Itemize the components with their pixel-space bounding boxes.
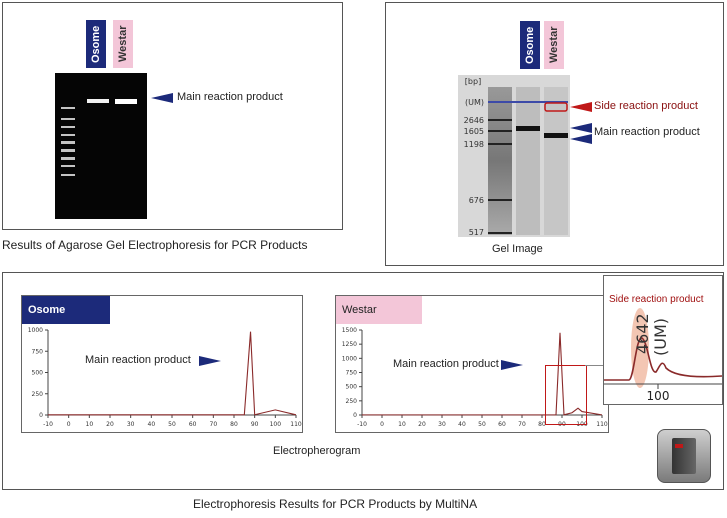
agarose-panel: Osome Westar Main reaction product <box>2 2 343 230</box>
osome-xtick-label-11: 100 <box>270 421 282 428</box>
agarose-gel-image <box>55 73 147 219</box>
westar-xtick-label-4: 30 <box>438 421 446 428</box>
osome-xtick-label-0: -10 <box>43 421 53 428</box>
lane-tag-westar: Westar <box>113 20 133 68</box>
westar-xtick-label-0: -10 <box>357 421 367 428</box>
westar-xtick-label-12: 110 <box>596 421 608 428</box>
osome-chart: Osome -10 0 10 20 30 40 50 60 70 80 90 100 110 0 250 50… <box>21 295 303 433</box>
electropherogram-panel: Osome -10 0 10 20 30 40 50 60 70 80 90 100 110 0 250 50… <box>2 272 724 490</box>
osome-xtick-label-10: 90 <box>251 421 259 428</box>
gel-side-label: Side reaction product <box>594 100 698 112</box>
gel-main-label: Main reaction product <box>594 126 700 138</box>
westar-series-line-0 <box>362 332 603 416</box>
westar-xtick-label-8: 70 <box>518 421 526 428</box>
gel-panel: Osome Westar [bp] (UM) 2646 1605 1198 67… <box>385 2 724 266</box>
osome-xtick-label-7: 60 <box>189 421 197 428</box>
westar-ytick-label-5: 1250 <box>342 341 357 348</box>
osome-xtick-label-4: 30 <box>127 421 135 428</box>
westar-plot: -10 0 10 20 30 40 50 60 70 80 90 100 110025050075010… <box>342 327 608 428</box>
osome-main-label: Main reaction product <box>85 354 191 366</box>
zoom-peak-um: (UM) <box>651 318 670 356</box>
osome-ytick-label-2: 500 <box>32 370 44 377</box>
osome-xtick-label-8: 70 <box>210 421 218 428</box>
osome-xtick-label-9: 80 <box>230 421 238 428</box>
agarose-caption: Results of Agarose Gel Electrophoresis f… <box>2 238 308 252</box>
westar-xtick-label-2: 10 <box>398 421 406 428</box>
osome-ytick-label-1: 250 <box>32 391 44 398</box>
zoom-side-label: Side reaction product <box>609 294 704 305</box>
osome-ytick-label-4: 1000 <box>28 327 43 334</box>
zoom-inset: Side reaction product 4642 (UM) 100 <box>603 275 723 405</box>
gel-marker-um: (UM) <box>465 98 484 107</box>
westar-main-label: Main reaction product <box>393 358 499 370</box>
gel-marker-1605: 1605 <box>464 127 484 136</box>
westar-xtick-label-7: 60 <box>498 421 506 428</box>
gel-image: [bp] (UM) 2646 1605 1198 676 517 <box>458 75 570 237</box>
osome-xtick-label-2: 10 <box>86 421 94 428</box>
gel-marker-1198: 1198 <box>464 140 484 149</box>
instrument-icon <box>657 429 711 483</box>
westar-ytick-label-4: 1000 <box>342 355 357 362</box>
gel-marker-2646: 2646 <box>464 116 484 125</box>
osome-xtick-label-12: 110 <box>290 421 302 428</box>
osome-xtick-label-1: 0 <box>67 421 71 428</box>
westar-xtick-label-9: 80 <box>538 421 546 428</box>
agarose-product-arrow <box>151 93 173 103</box>
westar-ytick-label-0: 0 <box>353 412 357 419</box>
westar-ytick-label-2: 500 <box>346 384 358 391</box>
zoom-connector <box>585 365 603 366</box>
osome-ytick-label-3: 750 <box>32 348 44 355</box>
westar-xtick-label-5: 40 <box>458 421 466 428</box>
westar-main-arrow <box>501 360 523 370</box>
westar-ytick-label-3: 750 <box>346 370 358 377</box>
lane-tag-osome: Osome <box>86 20 106 68</box>
westar-ytick-label-1: 250 <box>346 398 358 405</box>
gel-unit-label: [bp] <box>465 77 481 86</box>
osome-series-line-0 <box>48 331 297 416</box>
osome-main-arrow <box>199 356 221 366</box>
gel-side-arrow <box>570 102 592 112</box>
osome-xtick-label-6: 50 <box>168 421 176 428</box>
gel-main-arrow-upper <box>570 123 592 133</box>
westar-chart: Westar -10 0 10 20 30 40 50 60 70 80 90 100 110 0 250 5… <box>335 295 609 433</box>
gel-marker-676: 676 <box>469 196 484 205</box>
westar-xtick-label-1: 0 <box>380 421 384 428</box>
osome-chart-title: Osome <box>22 296 110 324</box>
westar-zoom-box <box>545 365 587 425</box>
westar-ytick-label-6: 1500 <box>342 327 357 334</box>
osome-xtick-label-3: 20 <box>106 421 114 428</box>
gel-lane-tag-westar: Westar <box>544 21 564 69</box>
electropherogram-caption: Electropherogram <box>273 445 361 457</box>
zoom-peak-value: 4642 <box>633 313 652 354</box>
agarose-product-label: Main reaction product <box>177 91 283 103</box>
westar-chart-title: Westar <box>336 296 422 324</box>
westar-xtick-label-6: 50 <box>478 421 486 428</box>
osome-ytick-label-0: 0 <box>39 412 43 419</box>
gel-caption: Gel Image <box>492 243 543 255</box>
gel-lane-tag-osome: Osome <box>520 21 540 69</box>
gel-main-arrow-lower <box>570 134 592 144</box>
osome-plot: -10 0 10 20 30 40 50 60 70 80 90 100 110025050075010… <box>28 327 302 428</box>
zoom-tick-100: 100 <box>647 389 670 403</box>
osome-xtick-label-5: 40 <box>148 421 156 428</box>
westar-xtick-label-3: 20 <box>418 421 426 428</box>
figure-caption: Electrophoresis Results for PCR Products… <box>193 497 478 511</box>
gel-marker-517: 517 <box>469 228 484 237</box>
zoom-plot: 4642 (UM) 100 <box>604 308 722 403</box>
